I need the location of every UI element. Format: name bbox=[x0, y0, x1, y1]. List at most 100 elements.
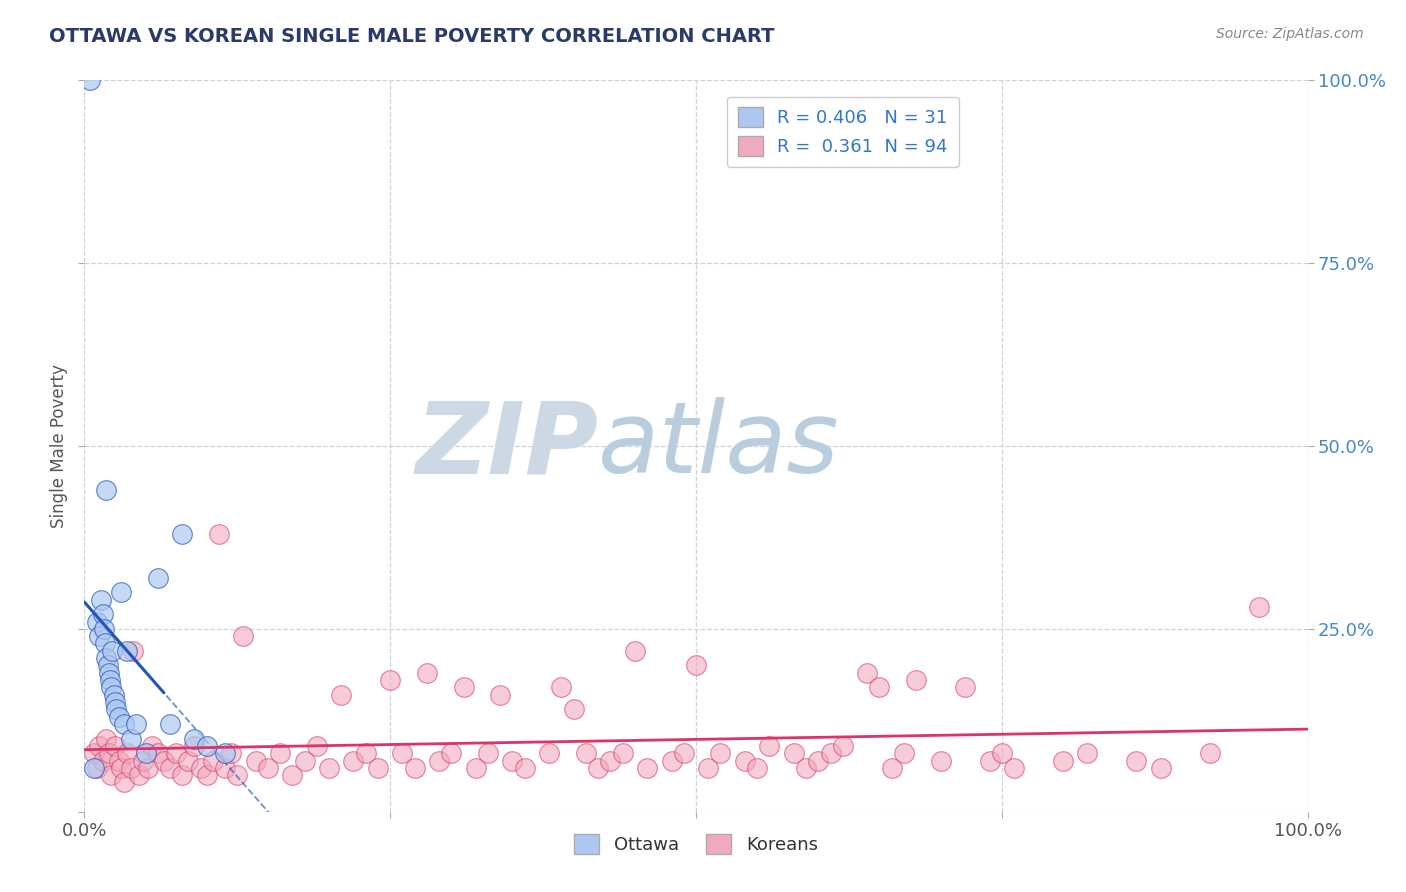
Point bbox=[83, 746, 105, 760]
Point bbox=[856, 665, 879, 680]
Point bbox=[624, 644, 647, 658]
Point bbox=[110, 585, 132, 599]
Point bbox=[953, 681, 976, 695]
Point bbox=[672, 746, 695, 760]
Point bbox=[90, 592, 112, 607]
Point bbox=[107, 754, 129, 768]
Point bbox=[97, 658, 120, 673]
Point bbox=[100, 768, 122, 782]
Point bbox=[354, 746, 377, 760]
Point bbox=[880, 761, 903, 775]
Point bbox=[104, 739, 127, 753]
Point bbox=[141, 739, 163, 753]
Point bbox=[697, 761, 720, 775]
Point bbox=[1002, 761, 1025, 775]
Point bbox=[416, 665, 439, 680]
Point bbox=[440, 746, 463, 760]
Point bbox=[294, 754, 316, 768]
Point bbox=[93, 622, 115, 636]
Point bbox=[195, 768, 218, 782]
Point bbox=[195, 739, 218, 753]
Point bbox=[489, 688, 512, 702]
Point bbox=[636, 761, 658, 775]
Point bbox=[101, 644, 124, 658]
Point bbox=[685, 658, 707, 673]
Point bbox=[115, 644, 138, 658]
Point bbox=[538, 746, 561, 760]
Point bbox=[214, 761, 236, 775]
Point bbox=[427, 754, 450, 768]
Text: atlas: atlas bbox=[598, 398, 839, 494]
Point bbox=[893, 746, 915, 760]
Point bbox=[183, 731, 205, 746]
Point bbox=[807, 754, 830, 768]
Point bbox=[391, 746, 413, 760]
Point bbox=[110, 761, 132, 775]
Point bbox=[96, 731, 118, 746]
Point bbox=[120, 761, 142, 775]
Point bbox=[464, 761, 486, 775]
Point bbox=[135, 746, 157, 760]
Point bbox=[120, 731, 142, 746]
Point bbox=[269, 746, 291, 760]
Point bbox=[97, 665, 120, 680]
Point bbox=[342, 754, 364, 768]
Point bbox=[502, 754, 524, 768]
Point bbox=[87, 739, 110, 753]
Point bbox=[905, 673, 928, 687]
Point bbox=[190, 761, 212, 775]
Point bbox=[330, 688, 353, 702]
Point bbox=[550, 681, 572, 695]
Point bbox=[91, 607, 114, 622]
Point bbox=[869, 681, 891, 695]
Point bbox=[208, 526, 231, 541]
Point bbox=[1052, 754, 1074, 768]
Point bbox=[226, 768, 249, 782]
Point bbox=[404, 761, 426, 775]
Point bbox=[96, 651, 118, 665]
Point bbox=[86, 615, 108, 629]
Point bbox=[87, 629, 110, 643]
Point bbox=[172, 526, 194, 541]
Point bbox=[783, 746, 806, 760]
Point bbox=[794, 761, 817, 775]
Point bbox=[245, 754, 267, 768]
Point bbox=[146, 571, 169, 585]
Point bbox=[513, 761, 536, 775]
Point bbox=[153, 754, 176, 768]
Point bbox=[132, 754, 155, 768]
Point bbox=[257, 761, 280, 775]
Point bbox=[159, 761, 181, 775]
Point bbox=[305, 739, 328, 753]
Y-axis label: Single Male Poverty: Single Male Poverty bbox=[51, 364, 69, 528]
Point bbox=[599, 754, 621, 768]
Point bbox=[562, 702, 585, 716]
Point bbox=[734, 754, 756, 768]
Point bbox=[105, 702, 128, 716]
Point bbox=[214, 746, 236, 760]
Point bbox=[380, 673, 402, 687]
Point bbox=[103, 688, 125, 702]
Point bbox=[112, 717, 135, 731]
Point bbox=[612, 746, 634, 760]
Point bbox=[453, 681, 475, 695]
Point bbox=[1247, 599, 1270, 614]
Point bbox=[79, 73, 101, 87]
Point bbox=[758, 739, 780, 753]
Text: OTTAWA VS KOREAN SINGLE MALE POVERTY CORRELATION CHART: OTTAWA VS KOREAN SINGLE MALE POVERTY COR… bbox=[49, 27, 775, 45]
Text: ZIP: ZIP bbox=[415, 398, 598, 494]
Point bbox=[367, 761, 389, 775]
Point bbox=[83, 761, 105, 775]
Point bbox=[94, 636, 117, 650]
Point bbox=[281, 768, 304, 782]
Point bbox=[232, 629, 254, 643]
Point bbox=[1125, 754, 1147, 768]
Point bbox=[177, 754, 200, 768]
Point bbox=[219, 746, 242, 760]
Point bbox=[820, 746, 842, 760]
Point bbox=[104, 695, 127, 709]
Point bbox=[86, 761, 108, 775]
Point bbox=[201, 754, 224, 768]
Point bbox=[136, 761, 159, 775]
Point bbox=[91, 754, 114, 768]
